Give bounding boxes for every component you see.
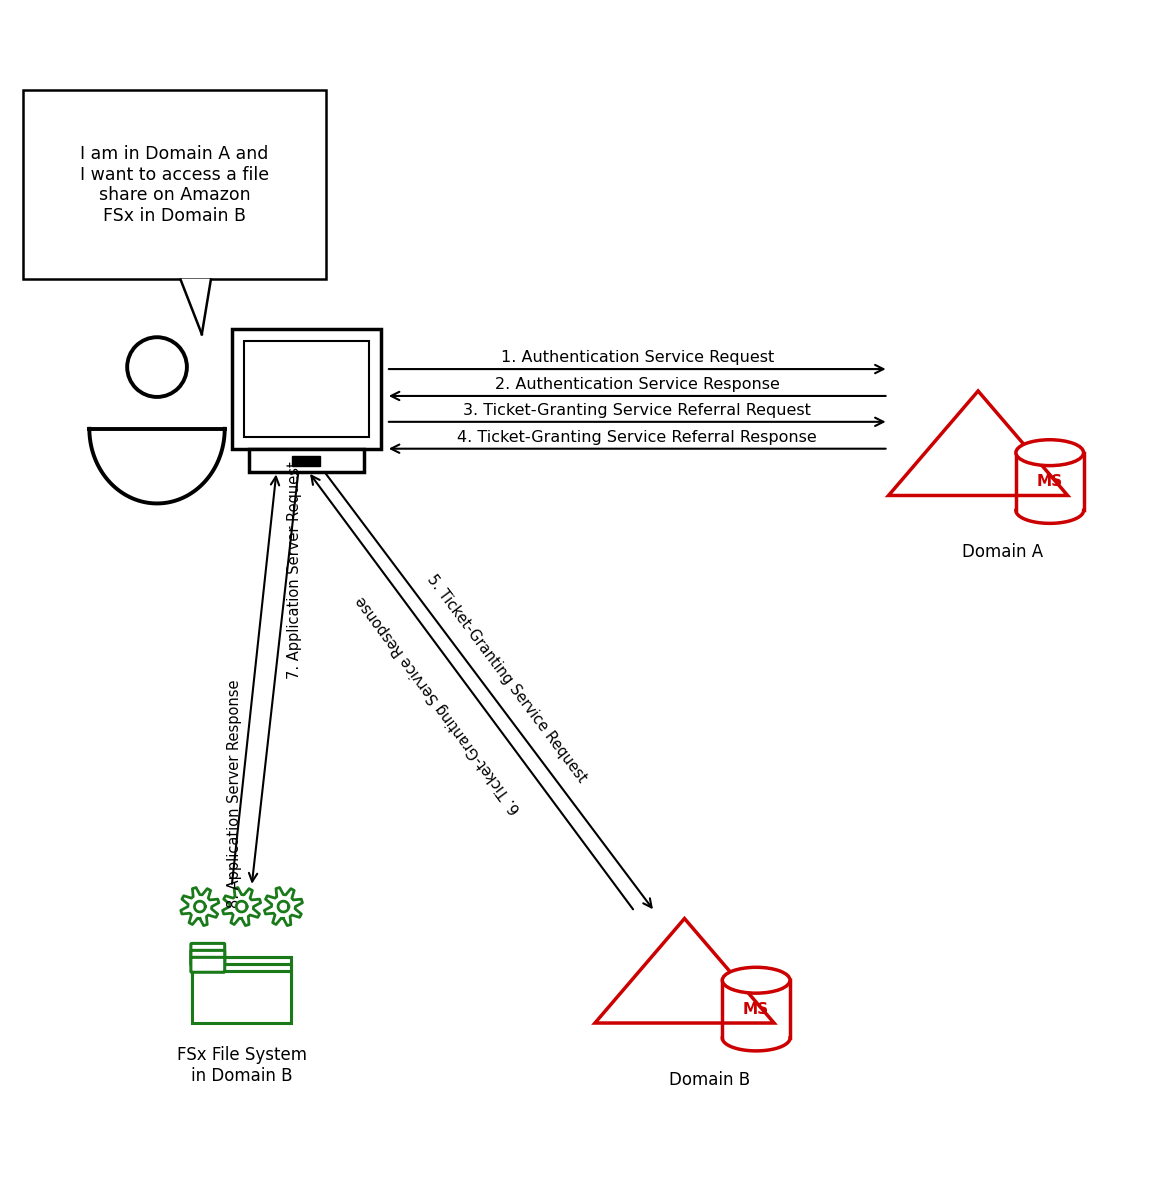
Text: 2. Authentication Service Response: 2. Authentication Service Response [495, 377, 780, 392]
Polygon shape [195, 901, 205, 912]
FancyBboxPatch shape [191, 950, 225, 966]
Text: FSx File System
in Domain B: FSx File System in Domain B [176, 1046, 306, 1084]
Text: 7. Application Server Request: 7. Application Server Request [288, 461, 303, 679]
Polygon shape [181, 279, 211, 334]
Text: MS: MS [1037, 474, 1063, 489]
Text: 6. Ticket-Granting Service Response: 6. Ticket-Granting Service Response [354, 593, 524, 816]
Bar [292, 455, 320, 466]
Text: 5. Ticket-Granting Service Request: 5. Ticket-Granting Service Request [425, 571, 589, 785]
Text: MS: MS [744, 1002, 769, 1017]
Bar [191, 964, 291, 1016]
FancyBboxPatch shape [191, 957, 225, 973]
Text: Domain B: Domain B [669, 1071, 749, 1089]
Polygon shape [237, 901, 247, 912]
Polygon shape [278, 901, 289, 912]
Polygon shape [264, 888, 303, 926]
Ellipse shape [723, 967, 790, 993]
Ellipse shape [1016, 440, 1083, 466]
Polygon shape [223, 888, 261, 926]
Text: 4. Ticket-Granting Service Referral Response: 4. Ticket-Granting Service Referral Resp… [457, 430, 817, 444]
Text: Domain A: Domain A [963, 543, 1044, 561]
Text: 1. Authentication Service Request: 1. Authentication Service Request [501, 350, 774, 365]
Text: 8. Application Server Response: 8. Application Server Response [226, 679, 241, 908]
Bar [232, 329, 380, 449]
Bar [191, 957, 291, 1009]
Text: 3. Ticket-Granting Service Referral Request: 3. Ticket-Granting Service Referral Requ… [463, 403, 811, 418]
Bar [1016, 453, 1083, 510]
Bar [23, 90, 326, 279]
Text: I am in Domain A and
I want to access a file
share on Amazon
FSx in Domain B: I am in Domain A and I want to access a … [80, 145, 269, 225]
Bar [249, 449, 363, 472]
Bar [723, 980, 790, 1037]
Polygon shape [181, 888, 219, 926]
Bar [244, 341, 369, 437]
FancyBboxPatch shape [191, 943, 225, 958]
Bar [191, 972, 291, 1023]
